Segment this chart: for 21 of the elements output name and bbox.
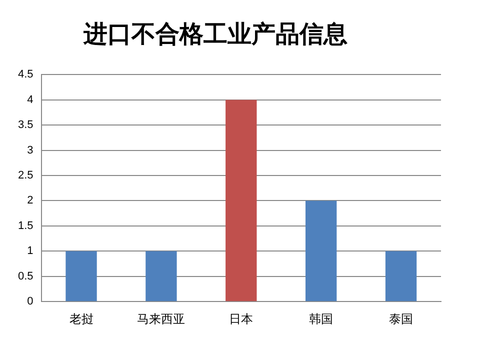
bar xyxy=(66,251,97,302)
y-tick-label: 2.5 xyxy=(18,170,34,182)
x-tick-label: 马来西亚 xyxy=(137,312,186,326)
bar xyxy=(385,251,417,302)
x-tick-label: 泰国 xyxy=(389,312,414,326)
y-tick-label: 3.5 xyxy=(18,119,34,132)
bar xyxy=(226,100,257,302)
y-tick-label: 1.5 xyxy=(18,220,34,232)
y-tick-label: 3 xyxy=(27,144,34,156)
bar xyxy=(306,200,337,302)
x-tick-label: 日本 xyxy=(229,312,254,326)
y-tick-label: 0 xyxy=(27,296,34,308)
y-tick-label: 1 xyxy=(27,245,34,258)
x-tick-label: 韩国 xyxy=(309,312,334,326)
y-tick-label: 0.5 xyxy=(18,270,34,282)
y-tick-label: 4 xyxy=(27,94,34,106)
y-tick-label: 2 xyxy=(27,194,34,207)
chart-title: 进口不合格工业产品信息 xyxy=(82,18,348,50)
x-tick-label: 老挝 xyxy=(69,312,94,326)
y-tick-label: 4.5 xyxy=(18,68,34,81)
bar xyxy=(146,251,177,302)
